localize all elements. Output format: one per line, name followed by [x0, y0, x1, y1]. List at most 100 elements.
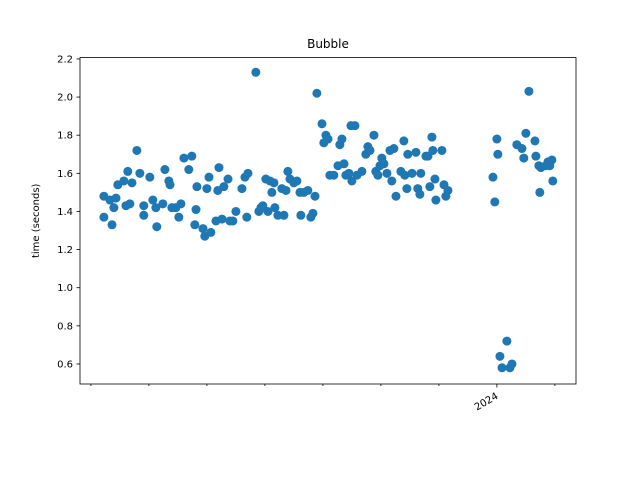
point: [547, 155, 557, 165]
point: [151, 203, 161, 213]
point: [530, 136, 540, 146]
plot-frame: [79, 57, 577, 385]
point: [507, 359, 517, 369]
point: [139, 210, 149, 220]
point: [145, 172, 155, 182]
point: [192, 182, 202, 192]
point: [123, 166, 133, 176]
point: [531, 151, 541, 161]
point: [281, 185, 291, 195]
point: [206, 227, 216, 237]
point: [152, 222, 162, 232]
chart-title: Bubble: [307, 37, 349, 51]
point: [391, 191, 401, 201]
point: [407, 168, 417, 178]
point: [428, 145, 438, 155]
point: [357, 166, 367, 176]
point: [310, 191, 320, 201]
point: [158, 199, 168, 209]
point: [493, 149, 503, 159]
point: [184, 165, 194, 175]
point: [228, 216, 238, 226]
point: [524, 86, 534, 96]
point: [165, 180, 175, 190]
point: [387, 176, 397, 186]
point: [174, 212, 184, 222]
point: [270, 203, 280, 213]
point: [219, 182, 229, 192]
y-tick-label: 2.2: [57, 54, 73, 65]
point: [437, 145, 447, 155]
point: [198, 224, 208, 234]
point: [204, 172, 214, 182]
point: [323, 134, 333, 144]
point: [139, 201, 149, 211]
point: [308, 208, 318, 218]
y-tick-label: 1.2: [57, 245, 73, 256]
point: [339, 159, 349, 169]
point: [402, 184, 412, 194]
point: [495, 351, 505, 361]
point: [411, 147, 421, 157]
y-tick-label: 1.0: [57, 283, 73, 294]
point: [399, 136, 409, 146]
point: [379, 159, 389, 169]
point: [502, 336, 512, 346]
point: [521, 128, 531, 138]
point: [382, 168, 392, 178]
point: [267, 187, 277, 197]
point: [269, 178, 279, 188]
point: [427, 132, 437, 142]
y-tick-label: 1.6: [57, 169, 73, 180]
point: [191, 205, 201, 215]
point: [217, 214, 227, 224]
point: [344, 168, 354, 178]
point: [187, 151, 197, 161]
point: [202, 184, 212, 194]
point: [317, 119, 327, 129]
point: [127, 178, 137, 188]
point: [365, 145, 375, 155]
y-tick-label: 1.4: [57, 207, 73, 218]
point: [279, 210, 289, 220]
point: [369, 130, 379, 140]
point: [190, 220, 200, 230]
point: [135, 168, 145, 178]
point: [231, 206, 241, 216]
y-tick-label: 2.0: [57, 93, 73, 104]
point: [425, 182, 435, 192]
point: [548, 176, 558, 186]
point: [109, 203, 119, 213]
point: [337, 134, 347, 144]
point: [431, 195, 441, 205]
point: [214, 163, 224, 173]
y-tick-label: 0.6: [57, 359, 73, 370]
point: [99, 212, 109, 222]
point: [243, 168, 253, 178]
point: [179, 153, 189, 163]
point: [292, 176, 302, 186]
point: [303, 185, 313, 195]
point: [223, 174, 233, 184]
point: [148, 195, 158, 205]
point: [403, 149, 413, 159]
point: [350, 121, 360, 131]
point: [296, 210, 306, 220]
point: [111, 193, 121, 203]
point: [517, 144, 527, 154]
point: [132, 145, 142, 155]
point: [160, 165, 170, 175]
point: [535, 187, 545, 197]
point: [107, 220, 117, 230]
point: [119, 176, 129, 186]
point: [416, 168, 426, 178]
point: [415, 189, 425, 199]
y-axis-label: time (seconds): [31, 183, 42, 258]
point: [283, 166, 293, 176]
point: [237, 184, 247, 194]
point: [389, 144, 399, 154]
point: [251, 67, 261, 77]
point: [263, 206, 273, 216]
